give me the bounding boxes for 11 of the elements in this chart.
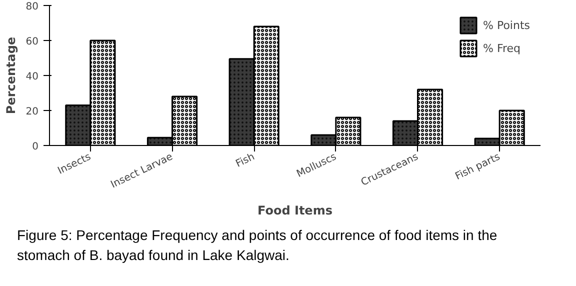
y-tick-label: 0	[32, 142, 39, 152]
legend-label: % Points	[483, 18, 530, 32]
legend-label: % Freq	[483, 42, 521, 54]
caption: Figure 5: Percentage Frequency and points of occurrence of food items in the stomach of B. bayad found in Lake Kalgwai.	[16, 226, 498, 265]
x-axis-title: Food Items	[258, 204, 332, 218]
y-tick-label: 80	[26, 2, 39, 12]
y-tick-label: 20	[26, 106, 39, 118]
x-tick-label: Fish	[234, 152, 256, 170]
y-tick-label: 40	[26, 72, 39, 82]
y-axis-title: Percentage	[4, 36, 18, 114]
y-tick-label: 60	[26, 36, 39, 48]
